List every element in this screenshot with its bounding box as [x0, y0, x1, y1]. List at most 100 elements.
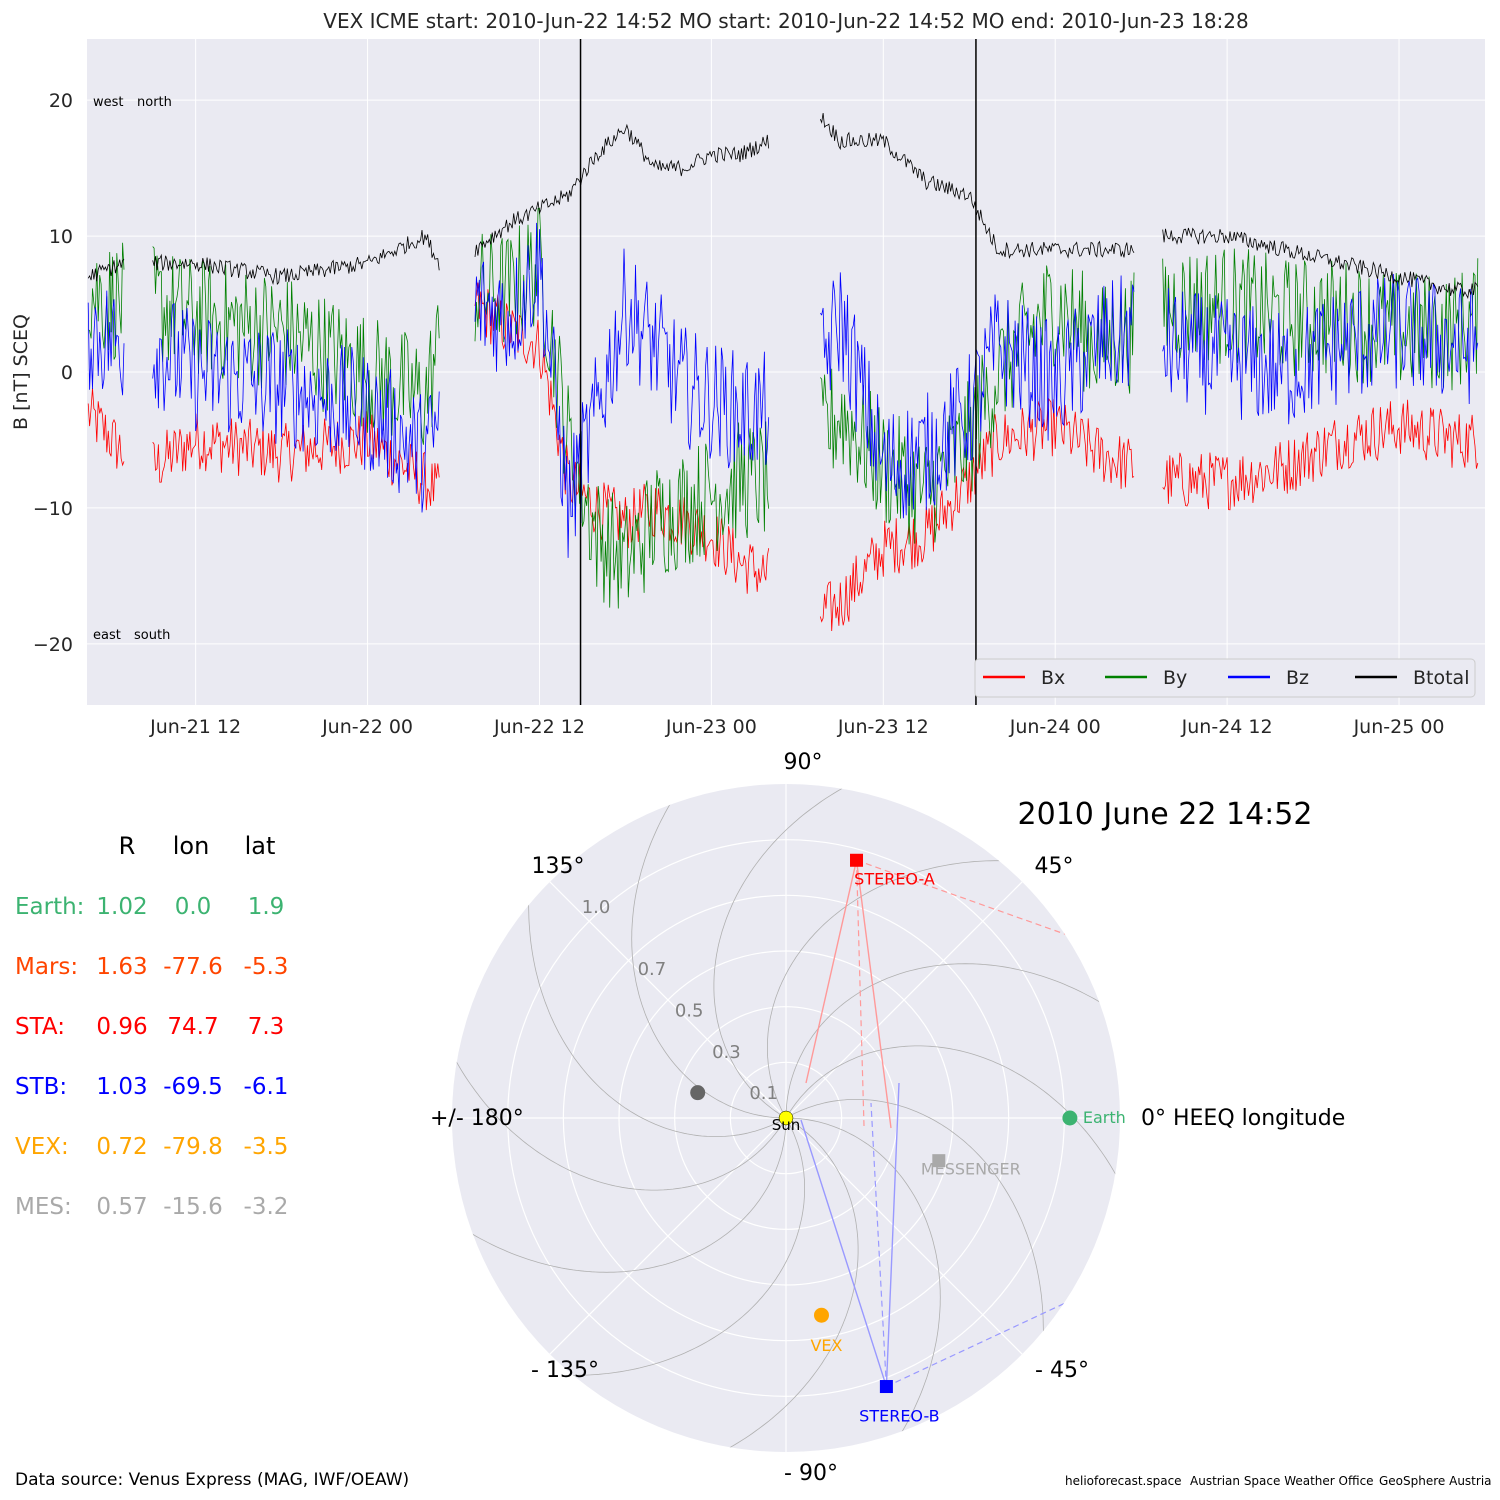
- series-line-btotal: [87, 112, 1479, 299]
- table-row: STB: 1.03 -69.5 -6.1: [15, 1074, 288, 1100]
- stereo-b-label: STEREO-B: [859, 1407, 939, 1426]
- radial-tick-label: 0.1: [749, 1083, 778, 1104]
- y-tick-label: 10: [49, 226, 73, 248]
- sun-marker: [778, 1110, 794, 1126]
- sta-fov-dashed: [856, 859, 1077, 939]
- radial-tick-label: 0.5: [675, 1000, 704, 1021]
- timeseries-legend: Bx By Bz Btotal: [974, 658, 1476, 698]
- parker-spiral: [555, 1117, 805, 1376]
- angle-label-90: 90°: [784, 750, 823, 775]
- legend-items: Bx By Bz Btotal: [983, 667, 1469, 689]
- x-tick-label: Jun-23 00: [665, 716, 757, 738]
- table-header-lon: lon: [173, 832, 210, 860]
- stb-fov-dashed: [886, 1297, 1077, 1388]
- credit-helioforecast: helioforecast.space: [1065, 1474, 1182, 1488]
- annotation-north: north: [137, 95, 172, 110]
- row-lat: -3.5: [244, 1134, 289, 1160]
- polar-date-label: 2010 June 22 14:52: [1018, 797, 1313, 832]
- angular-gridline: [549, 1117, 787, 1355]
- vex-label: VEX: [810, 1336, 842, 1355]
- x-tick-label: Jun-22 00: [321, 716, 413, 738]
- legend-label-btotal: Btotal: [1413, 667, 1469, 689]
- row-lon: 74.7: [167, 1014, 218, 1040]
- polar-panel: 0.1 0.3 0.5 0.7 1.0 Sun Earth STEREO-A STEREO-B…: [430, 750, 1345, 1486]
- y-tick-label: −20: [33, 634, 73, 656]
- row-r: 0.72: [96, 1134, 147, 1160]
- data-source-label: Data source: Venus Express (MAG, IWF/OEA…: [15, 1470, 409, 1490]
- row-lon: 0.0: [175, 894, 212, 920]
- row-lon: -15.6: [163, 1194, 223, 1220]
- y-tick-label: −10: [33, 498, 73, 520]
- timeseries-ylabel: B [nT] SCEQ: [10, 314, 32, 430]
- timeseries-lines: [87, 112, 1479, 632]
- row-r: 1.63: [96, 954, 147, 980]
- angle-label-minus-45: - 45°: [1035, 1358, 1089, 1383]
- x-tick-label: Jun-23 12: [837, 716, 929, 738]
- stb-fov-line: [800, 1119, 888, 1387]
- table-row: Earth: 1.02 0.0 1.9: [15, 894, 284, 920]
- timeseries-title: VEX ICME start: 2010-Jun-22 14:52 MO sta…: [323, 9, 1248, 33]
- messenger-label: MESSENGER: [921, 1160, 1021, 1179]
- mars-marker: [690, 1085, 706, 1101]
- row-lat: -5.3: [244, 954, 289, 980]
- legend-box: [974, 658, 1476, 698]
- annotation-east: east: [93, 628, 121, 643]
- stereo-b-marker: [879, 1380, 893, 1394]
- table-header-lat: lat: [245, 832, 276, 860]
- parker-spiral: [452, 1046, 787, 1191]
- credit-asws: Austrian Space Weather Office: [1190, 1474, 1374, 1488]
- table-header-r: R: [119, 832, 136, 860]
- parker-spiral: [785, 1099, 1044, 1349]
- x-tick-label: Jun-22 12: [493, 716, 585, 738]
- sta-fov-line: [805, 860, 858, 1084]
- timeseries-grid: [87, 39, 1485, 705]
- table-rows: Earth: 1.02 0.0 1.9 Mars: 1.63 -77.6 -5.3 STA: 0.…: [15, 894, 288, 1220]
- sun-label: Sun: [772, 1116, 801, 1134]
- radial-labels: 0.1 0.3 0.5 0.7 1.0: [582, 897, 778, 1104]
- earth-marker: [1062, 1110, 1078, 1126]
- parker-spiral: [631, 789, 786, 1119]
- row-lat: 7.3: [248, 1014, 285, 1040]
- table-row: VEX: 0.72 -79.8 -3.5: [15, 1134, 288, 1160]
- stb-fov-dashed: [870, 1102, 887, 1387]
- row-r: 0.96: [96, 1014, 147, 1040]
- earth-label: Earth: [1083, 1108, 1126, 1127]
- angle-label-minus-135: - 135°: [531, 1358, 599, 1383]
- row-name: Earth:: [15, 894, 84, 920]
- angular-gridline: [785, 881, 1023, 1119]
- parker-spiral: [786, 1117, 941, 1447]
- legend-label-bz: Bz: [1286, 667, 1309, 689]
- table-row: Mars: 1.63 -77.6 -5.3: [15, 954, 288, 980]
- series-line-bz: [87, 222, 1479, 558]
- angle-label-180: +/- 180°: [430, 1106, 524, 1131]
- parker-spiral: [457, 1118, 787, 1273]
- row-lat: -6.1: [244, 1074, 289, 1100]
- vex-marker: [813, 1307, 829, 1323]
- stereo-a-label: STEREO-A: [854, 869, 935, 888]
- timeseries-ticks: −20 −10 0 10 20 Jun-21 12 Jun-22 00 Jun-22 12 Ju…: [33, 90, 1445, 738]
- parker-spiral: [714, 1117, 859, 1452]
- y-tick-label: 20: [49, 90, 73, 112]
- parker-spiral: [767, 860, 1017, 1119]
- bodies: Sun Earth STEREO-A STEREO-B VEX MESSENGER: [690, 853, 1126, 1426]
- sta-fov-dashed: [855, 860, 865, 1127]
- row-name: Mars:: [15, 954, 78, 980]
- row-lat: 1.9: [248, 894, 285, 920]
- legend-label-bx: Bx: [1041, 667, 1065, 689]
- row-lon: -69.5: [163, 1074, 223, 1100]
- row-name: MES:: [15, 1194, 72, 1220]
- annotation-south: south: [134, 628, 170, 643]
- annotation-west: west: [93, 95, 124, 110]
- angle-label-0: 0° HEEQ longitude: [1141, 1106, 1345, 1131]
- angle-label-135: 135°: [532, 854, 585, 879]
- row-lat: -3.2: [244, 1194, 289, 1220]
- row-lon: -79.8: [163, 1134, 223, 1160]
- spacecraft-fov-lines: [800, 859, 1077, 1388]
- radial-tick-label: 1.0: [582, 897, 611, 918]
- radial-tick-label: 0.7: [638, 959, 667, 980]
- angle-label-minus-90: - 90°: [784, 1461, 838, 1486]
- credit-geosphere: GeoSphere Austria: [1379, 1474, 1492, 1488]
- row-r: 0.57: [96, 1194, 147, 1220]
- row-lon: -77.6: [163, 954, 223, 980]
